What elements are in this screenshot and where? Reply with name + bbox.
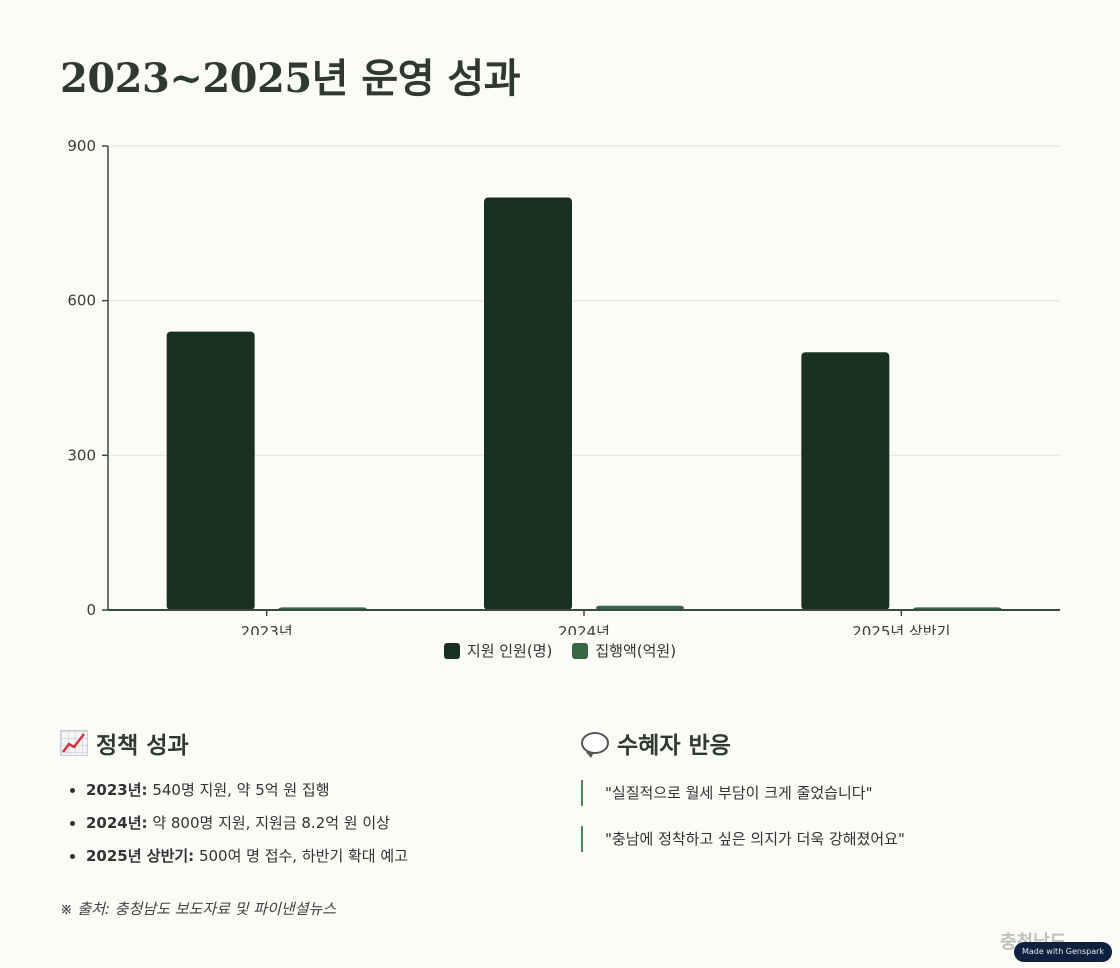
responses-heading-text: 수혜자 반응 (617, 733, 731, 759)
responses-heading: 수혜자 반응 (581, 726, 1061, 760)
x-tick-label: 2023년 (241, 623, 293, 635)
list-item: 2024년: 약 800명 지원, 지원금 8.2억 원 이상 (86, 813, 540, 834)
item-text: 540명 지원, 약 5억 원 집행 (147, 781, 330, 799)
page-title: 2023~2025년 운영 성과 (60, 55, 521, 102)
item-text: 500여 명 접수, 하반기 확대 예고 (194, 847, 408, 865)
quote-item: "실질적으로 월세 부담이 크게 줄었습니다" (581, 780, 1061, 806)
legend-swatch (572, 642, 589, 659)
source-note: ※ 출처: 충청남도 보도자료 및 파이낸셜뉴스 (60, 900, 337, 918)
list-item: 2025년 상반기: 500여 명 접수, 하반기 확대 예고 (86, 846, 540, 867)
policy-heading-text: 정책 성과 (96, 733, 189, 759)
policy-heading: 정책 성과 (60, 726, 540, 760)
made-with-badge[interactable]: Made with Genspark (1014, 942, 1112, 962)
list-item: 2023년: 540명 지원, 약 5억 원 집행 (86, 780, 540, 801)
x-tick-label: 2024년 (558, 623, 610, 635)
x-tick-label: 2025년 상반기 (852, 623, 950, 635)
legend-label: 지원 인원(명) (466, 642, 553, 660)
bar-support-count-2[interactable] (801, 352, 890, 610)
legend-swatch (443, 642, 460, 659)
legend-label: 집행액(억원) (595, 642, 677, 660)
policy-list: 2023년: 540명 지원, 약 5억 원 집행 2024년: 약 800명 … (60, 780, 540, 867)
bar-support-count-0[interactable] (166, 331, 255, 610)
y-tick-label: 300 (67, 446, 96, 464)
y-tick-label: 900 (67, 137, 96, 155)
bar-budget-1[interactable] (596, 605, 684, 610)
chart-increasing-icon (60, 730, 88, 756)
item-label: 2023년: (86, 781, 148, 799)
responses-section: 수혜자 반응 "실질적으로 월세 부담이 크게 줄었습니다" "충남에 정착하고… (581, 726, 1061, 872)
item-label: 2024년: (86, 814, 148, 832)
bar-chart: 0 300 600 900 2023년 2024년 2025년 상반기 (67, 137, 1060, 635)
y-tick-label: 0 (86, 601, 96, 619)
legend-item-series1[interactable]: 지원 인원(명) (443, 640, 553, 661)
item-label: 2025년 상반기: (86, 847, 195, 865)
bar-support-count-1[interactable] (484, 197, 572, 611)
chart-legend: 지원 인원(명) 집행액(억원) (0, 640, 1120, 661)
speech-bubble-icon (581, 732, 609, 758)
y-tick-label: 600 (67, 292, 96, 310)
policy-section: 정책 성과 2023년: 540명 지원, 약 5억 원 집행 2024년: 약… (60, 726, 540, 879)
quote-item: "충남에 정착하고 싶은 의지가 더욱 강해졌어요" (581, 826, 1061, 852)
legend-item-series2[interactable]: 집행액(억원) (572, 640, 676, 661)
item-text: 약 800명 지원, 지원금 8.2억 원 이상 (147, 814, 390, 832)
